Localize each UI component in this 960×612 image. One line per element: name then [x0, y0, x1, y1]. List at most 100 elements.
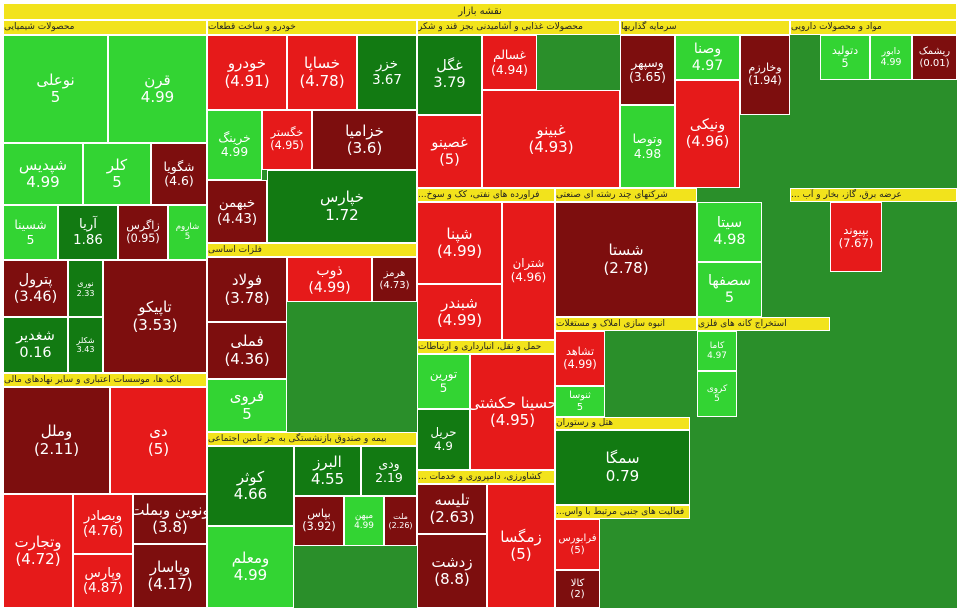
stock-name: شسینا	[14, 218, 47, 233]
stock-tile: هرمز (4.73)	[372, 257, 417, 302]
stock-tile: تلیسه (2.63)	[417, 484, 487, 534]
stock-change: 5	[576, 401, 584, 413]
stock-name: دابور	[881, 45, 901, 57]
stock-change: 1.86	[73, 232, 103, 248]
stock-tile: خساپا (4.78)	[287, 35, 357, 110]
stock-tile: شتران (4.96)	[502, 202, 555, 340]
stock-name: شپنا	[446, 224, 473, 243]
stock-change: (2)	[570, 589, 585, 600]
stock-change: 1.72	[325, 205, 359, 224]
stock-tile: سیتا 4.98	[697, 202, 762, 262]
stock-name: فرابورس	[558, 533, 597, 544]
stock-name: خبهمن	[218, 196, 256, 212]
stock-name: ریشمک	[918, 46, 951, 57]
stock-name: خپارس	[320, 188, 364, 207]
stock-name: فملی	[230, 332, 264, 351]
stock-change: (4.99)	[436, 311, 483, 329]
stock-change: (4.72)	[15, 550, 61, 568]
stock-tile: قرن 4.99	[108, 35, 207, 143]
stock-tile: خزر 3.67	[357, 35, 417, 110]
stock-name: فروی	[229, 387, 265, 406]
stock-tile: تورین 5	[417, 354, 470, 409]
stock-change: 5	[242, 404, 252, 423]
stock-change: 2.33	[76, 288, 95, 298]
stock-tile: شپدیس 4.99	[3, 143, 83, 205]
stock-change: 5	[50, 88, 61, 106]
stock-name: شپدیس	[18, 155, 68, 174]
stock-name: دی	[149, 422, 168, 441]
stock-change: (4.78)	[299, 71, 345, 90]
sector-header: فعالیت های جنبی مرتبط با واس...	[555, 505, 690, 519]
stock-name: غصینو	[431, 134, 468, 151]
stock-tile: ودی 2.19	[361, 446, 417, 496]
stock-change: 5	[724, 289, 735, 306]
stock-tile: آریا 1.86	[58, 205, 118, 260]
stock-name: پترول	[18, 271, 53, 288]
stock-tile: کالا (2)	[555, 570, 600, 608]
sector-header: فلزات اساسی	[207, 243, 417, 257]
stock-name: وتجارت	[14, 532, 62, 551]
sector-header: استخراج کانه های فلزی	[697, 317, 830, 331]
stock-tile: کلر 5	[83, 143, 151, 205]
stock-change: (4.43)	[216, 211, 258, 227]
stock-tile: وبصادر (4.76)	[73, 494, 133, 554]
stock-change: 4.99	[354, 521, 374, 531]
stock-change: 4.98	[633, 146, 662, 161]
stock-tile: زاگرس (0.95)	[118, 205, 168, 260]
stock-tile: شاروم 5	[168, 205, 207, 260]
stock-tile: زمگسا (5)	[487, 484, 555, 608]
stock-change: 5	[714, 394, 720, 404]
stock-name: وسپهر	[631, 55, 664, 70]
stock-name: خساپا	[304, 54, 340, 73]
stock-name: ونیکی	[689, 117, 726, 134]
stock-change: (4.76)	[82, 524, 124, 539]
stock-tile: کوثر 4.66	[207, 446, 294, 526]
stock-change: (5)	[439, 151, 460, 168]
stock-name: میهن	[354, 510, 374, 521]
stock-change: (3.92)	[302, 520, 336, 533]
stock-tile: زدشت (8.8)	[417, 534, 487, 608]
stock-name: کالا	[570, 577, 585, 589]
stock-tile: البرز 4.55	[294, 446, 361, 496]
stock-change: (0.95)	[126, 231, 160, 245]
stock-change: (4.17)	[147, 575, 193, 593]
stock-change: (0.01)	[919, 57, 950, 69]
stock-tile: سصفها 5	[697, 262, 762, 317]
stock-change: (2.11)	[33, 439, 80, 458]
stock-change: (3.46)	[13, 288, 58, 305]
stock-change: (4.95)	[489, 411, 536, 429]
sector-header: خودرو و ساخت قطعات	[207, 20, 417, 35]
stock-name: غبینو	[536, 120, 566, 139]
stock-name: نوعلی	[36, 70, 75, 89]
stock-tile: شگویا (4.6)	[151, 143, 207, 205]
sector-header: سرمایه گذاریها	[620, 20, 790, 35]
stock-tile: دابور 4.99	[870, 35, 912, 80]
stock-name: خزامیا	[345, 121, 384, 140]
stock-name: وصنا	[693, 41, 722, 58]
stock-name: نوری	[77, 279, 94, 289]
stock-change: 5	[439, 380, 448, 395]
stock-change: (4.87)	[82, 581, 124, 596]
stock-change: (4.36)	[224, 349, 270, 368]
stock-change: 2.19	[375, 470, 403, 485]
stock-change: 4.99	[26, 173, 60, 191]
stock-change: 4.99	[880, 56, 902, 68]
stock-change: (4.6)	[164, 173, 194, 188]
stock-tile: وخارزم (1.94)	[740, 35, 790, 115]
map-title: نقشه بازار	[3, 3, 957, 20]
stock-change: 0.79	[605, 466, 640, 485]
stock-tile: ذوب (4.99)	[287, 257, 372, 302]
stock-name: شبندر	[441, 293, 478, 312]
stock-name: تورین	[429, 366, 458, 381]
stock-change: 4.99	[220, 145, 249, 159]
stock-tile: شغدیر 0.16	[3, 317, 68, 373]
stock-name: تشاهد	[565, 344, 595, 358]
stock-tile: ملت (2.26)	[384, 496, 417, 546]
stock-change: 4.66	[233, 485, 268, 503]
stock-name: کاما	[709, 340, 725, 351]
sector-header: بانک ها، موسسات اعتباری و سایر نهادهای م…	[3, 373, 207, 387]
stock-tile: غگل 3.79	[417, 35, 482, 115]
stock-name: زمگسا	[500, 527, 542, 546]
sector-header: فراورده های نفتی، کک و سوخ...	[417, 188, 555, 202]
stock-change: (2.26)	[388, 521, 413, 530]
